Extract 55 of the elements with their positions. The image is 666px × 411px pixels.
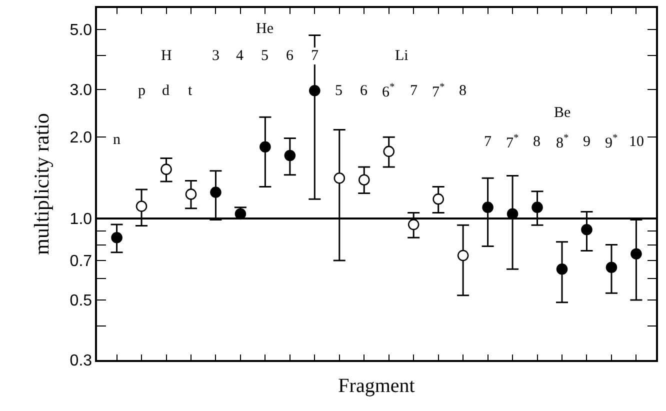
- x-tick-label: 6: [360, 83, 368, 99]
- point: [111, 232, 122, 244]
- y-tick-label: 3.0: [70, 82, 92, 100]
- y-tick-label: 0.7: [70, 253, 92, 270]
- y-tick-label: 2.0: [70, 130, 92, 147]
- point: [210, 186, 222, 198]
- point: [185, 188, 197, 200]
- x-tick-label: 4: [236, 48, 244, 64]
- x-tick-label: 3: [212, 48, 220, 64]
- x-tick-label: 9: [583, 134, 590, 150]
- x-tick-label: 7: [410, 83, 418, 99]
- x-tick-label: p: [138, 83, 146, 99]
- point: [457, 250, 469, 262]
- x-tick-label: 5: [335, 83, 342, 99]
- point: [136, 200, 148, 212]
- x-tick-label: 8: [459, 83, 466, 99]
- x-tick-label: 10: [629, 134, 644, 150]
- point: [532, 202, 543, 213]
- x-tick-label: t: [188, 83, 193, 99]
- annotation: Li: [395, 48, 408, 64]
- x-tick-label: 8: [533, 134, 540, 150]
- x-tick-label: n: [113, 132, 121, 148]
- point: [358, 174, 370, 186]
- point: [606, 262, 618, 274]
- x-tick-label: 5: [261, 48, 268, 64]
- x-tick-label: 7$^{*}$: [506, 133, 519, 152]
- point: [482, 202, 494, 213]
- point: [309, 84, 320, 96]
- y-tick-label: 1.0: [70, 211, 92, 228]
- x-tick-label: 6: [286, 48, 294, 64]
- x-tick-label: 9$^{*}$: [605, 133, 618, 152]
- annotation: Be: [554, 105, 572, 121]
- point: [581, 224, 592, 236]
- point: [260, 141, 271, 153]
- y-tick-label: 5.0: [70, 22, 92, 40]
- annotation: He: [256, 21, 274, 37]
- x-tick-label: d: [162, 83, 170, 99]
- x-axis-title: Fragment: [338, 375, 416, 398]
- y-tick-label: 0.5: [70, 292, 92, 310]
- annotation: H: [161, 48, 172, 64]
- point: [160, 164, 172, 175]
- x-tick-label: 7: [311, 48, 319, 64]
- point: [284, 150, 296, 162]
- point: [383, 146, 395, 158]
- x-tick-label: 8$^{*}$: [556, 133, 569, 152]
- point: [408, 218, 420, 230]
- x-tick-label: 7: [484, 134, 492, 150]
- point: [556, 264, 568, 275]
- point: [432, 193, 444, 205]
- y-axis-title: multiplicity ratio: [29, 113, 54, 255]
- point: [334, 172, 346, 184]
- point: [630, 248, 642, 260]
- x-tick-label: 7$^{*}$: [432, 82, 445, 100]
- x-tick-label: 6$^{*}$: [382, 82, 395, 100]
- y-tick-label: 0.3: [70, 352, 92, 370]
